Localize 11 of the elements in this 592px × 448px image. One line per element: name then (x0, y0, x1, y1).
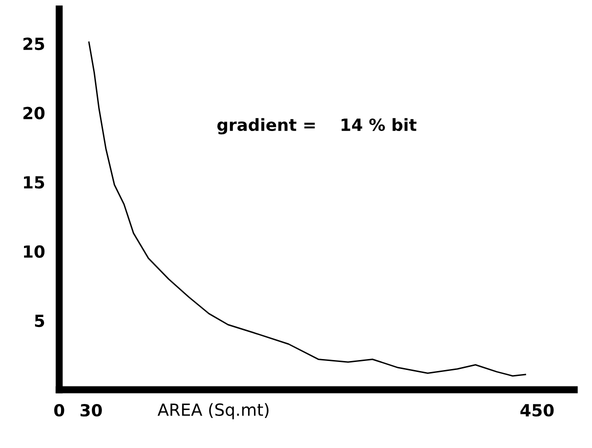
line-series (88, 42, 526, 377)
x-tick-label: 30 (80, 404, 102, 417)
x-tick-label: 0 (54, 404, 64, 417)
y-tick-label: 10 (24, 245, 45, 258)
y-tick-label: 20 (23, 106, 45, 120)
y-tick-label: 15 (24, 176, 44, 189)
x-axis-title: AREA (Sq.mt) (158, 403, 268, 420)
y-tick-label: 5 (35, 314, 44, 328)
annotation: gradient = 14 % bit (217, 118, 416, 134)
y-tick-label: 25 (23, 38, 44, 50)
x-tick-label: 450 (520, 404, 554, 417)
